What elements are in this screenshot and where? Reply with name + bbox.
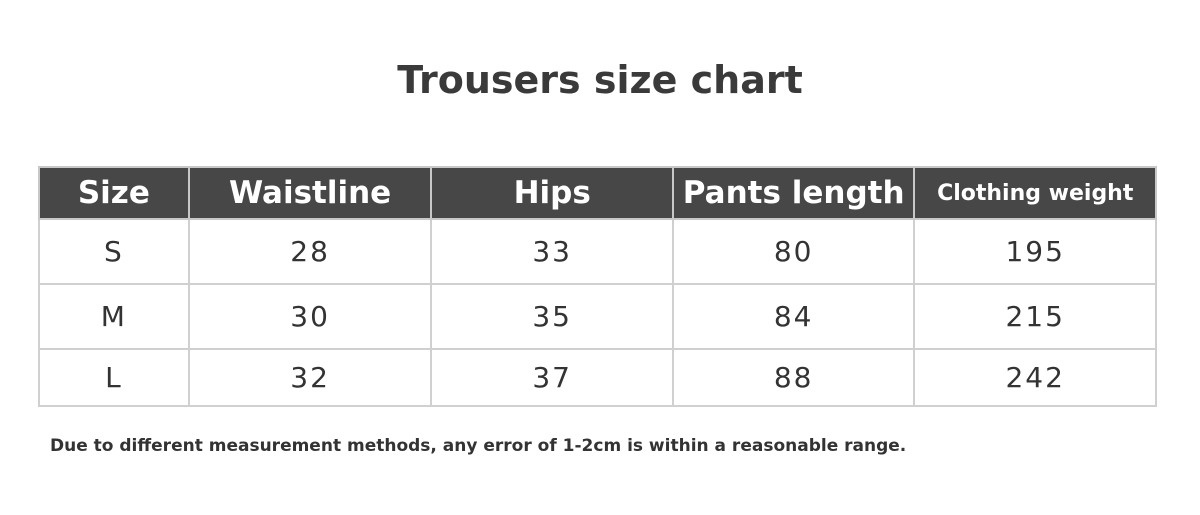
cell: S	[38, 218, 190, 285]
cell: 37	[430, 348, 674, 407]
page-title: Trousers size chart	[397, 58, 803, 102]
cell: 215	[913, 283, 1157, 350]
cell: 80	[671, 218, 916, 285]
header-waistline: Waistline	[187, 166, 433, 220]
cell: M	[38, 283, 190, 350]
table-row: M 30 35 84 215	[38, 283, 1157, 350]
cell: 84	[671, 283, 916, 350]
header-hips: Hips	[430, 166, 674, 220]
cell: 88	[671, 348, 916, 407]
size-chart-table: Size Waistline Hips Pants length Clothin…	[38, 166, 1157, 407]
cell: 35	[430, 283, 674, 350]
cell: 32	[187, 348, 433, 407]
cell: 30	[187, 283, 433, 350]
header-size: Size	[38, 166, 190, 220]
table-row: L 32 37 88 242	[38, 348, 1157, 407]
cell: 242	[913, 348, 1157, 407]
table-header-row: Size Waistline Hips Pants length Clothin…	[38, 166, 1157, 220]
cell: 195	[913, 218, 1157, 285]
measurement-note: Due to different measurement methods, an…	[50, 436, 907, 456]
cell: 33	[430, 218, 674, 285]
table-row: S 28 33 80 195	[38, 218, 1157, 285]
header-clothing-weight: Clothing weight	[913, 166, 1157, 220]
header-pants-length: Pants length	[671, 166, 916, 220]
cell: L	[38, 348, 190, 407]
cell: 28	[187, 218, 433, 285]
